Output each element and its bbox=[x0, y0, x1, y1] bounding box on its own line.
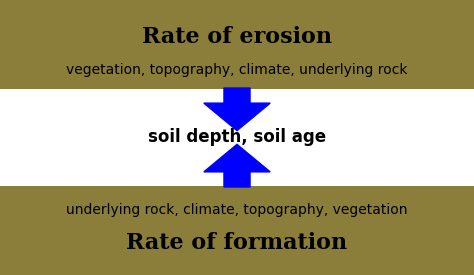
Text: Rate of erosion: Rate of erosion bbox=[142, 26, 332, 48]
Text: Rate of formation: Rate of formation bbox=[127, 232, 347, 254]
FancyArrow shape bbox=[204, 88, 270, 131]
FancyArrow shape bbox=[204, 144, 270, 187]
Text: vegetation, topography, climate, underlying rock: vegetation, topography, climate, underly… bbox=[66, 63, 408, 77]
Text: soil depth, soil age: soil depth, soil age bbox=[148, 128, 326, 147]
Bar bbox=[0, 186, 474, 275]
Bar bbox=[0, 0, 474, 89]
Text: underlying rock, climate, topography, vegetation: underlying rock, climate, topography, ve… bbox=[66, 204, 408, 217]
